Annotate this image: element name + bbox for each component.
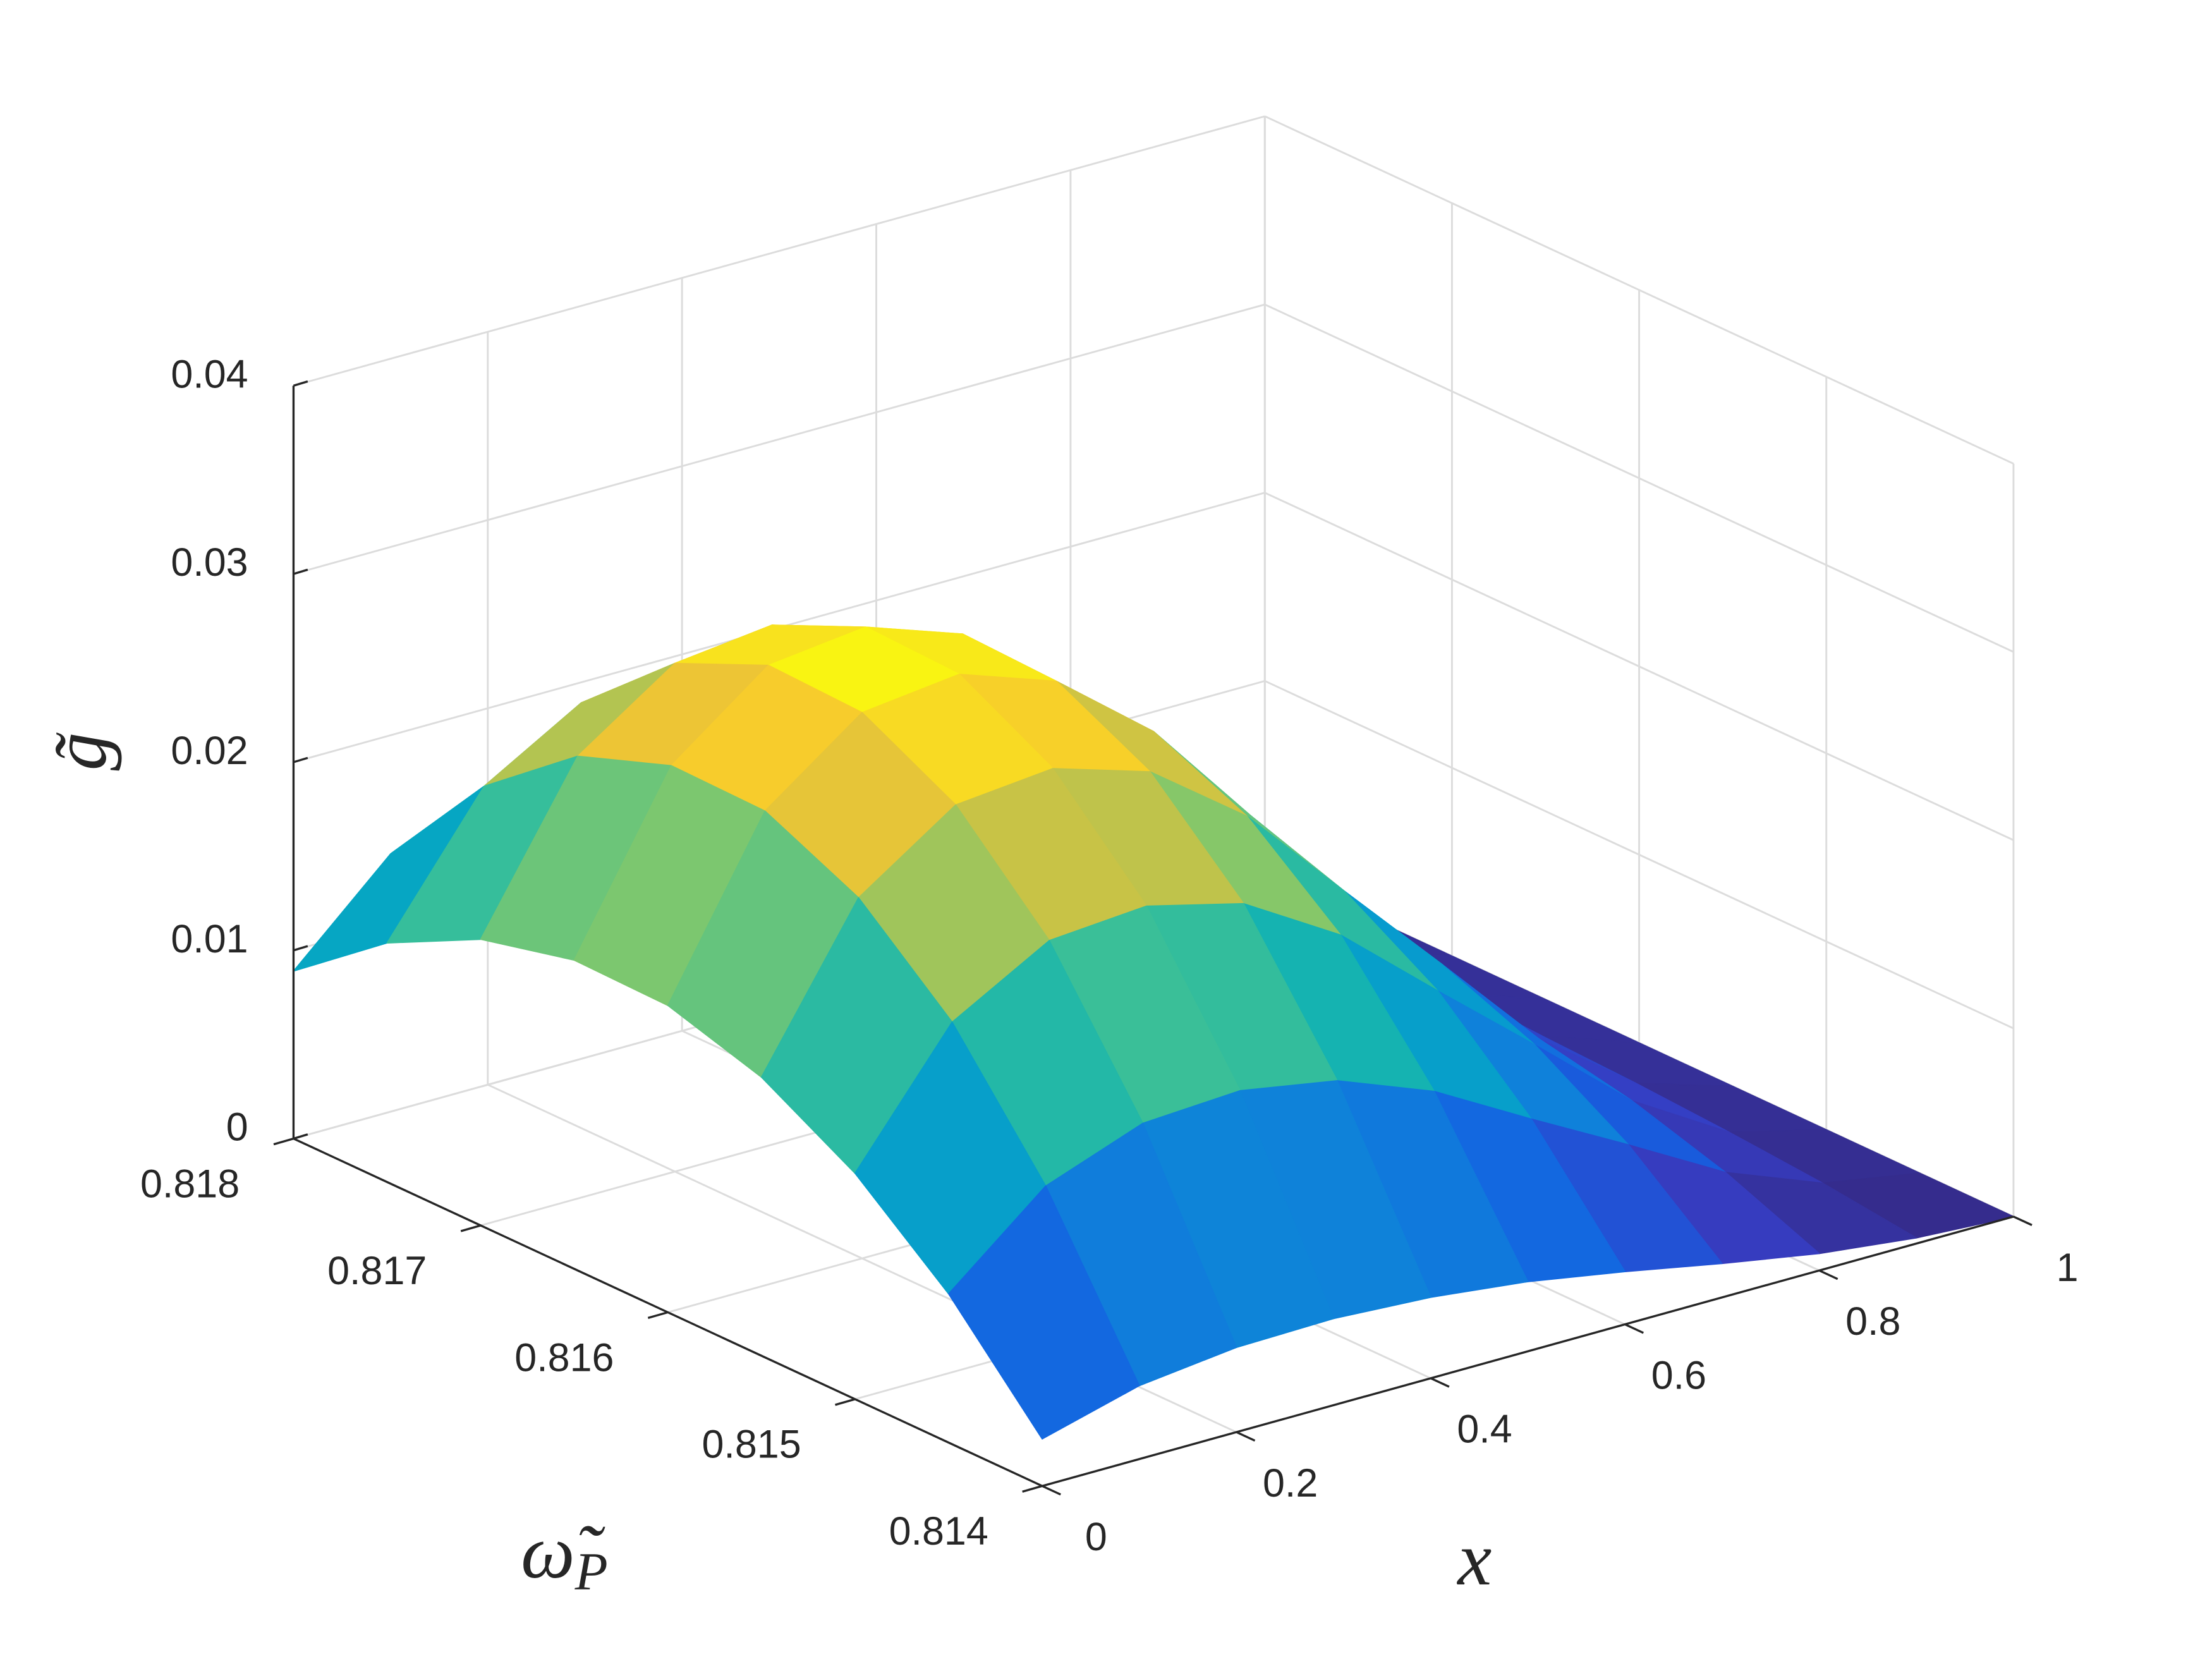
z-tick-label: 0.03 xyxy=(171,540,248,585)
grid-line xyxy=(293,115,1265,387)
z-tick-label: 0.01 xyxy=(171,917,248,961)
x-tick-label: 0.4 xyxy=(1457,1407,1512,1452)
grid-line xyxy=(1264,680,2014,1030)
grid-line xyxy=(293,303,1265,575)
x-axis-label: x xyxy=(1456,1517,1492,1601)
z-tick-label: 0 xyxy=(226,1105,248,1150)
tick-mark xyxy=(273,1137,294,1146)
tick-mark xyxy=(1624,1323,1644,1334)
tick-mark xyxy=(1818,1269,1838,1280)
x-axis xyxy=(1042,1215,2014,1487)
y-tick-label: 0.816 xyxy=(514,1335,614,1380)
tick-mark xyxy=(293,568,308,575)
tick-mark xyxy=(1430,1377,1450,1388)
tick-mark xyxy=(460,1224,482,1232)
grid-line xyxy=(1264,303,2014,653)
x-tick-label: 0.8 xyxy=(1845,1299,1900,1344)
x-tick-label: 1 xyxy=(2057,1246,2079,1290)
grid-line xyxy=(1264,115,2014,465)
tick-mark xyxy=(293,757,308,763)
tick-mark xyxy=(293,380,308,387)
y-axis-label-sub: P xyxy=(574,1541,608,1601)
tick-mark xyxy=(293,945,308,952)
z-axis-label: g̃ xyxy=(38,732,123,771)
tick-mark xyxy=(293,1133,308,1140)
grid-line xyxy=(1264,492,2014,841)
x-tick-label: 0.6 xyxy=(1651,1353,1706,1397)
x-tick-label: 0.2 xyxy=(1263,1461,1318,1505)
x-tick-label: 0 xyxy=(1085,1515,1107,1559)
y-tick-label: 0.815 xyxy=(702,1423,801,1467)
z-tick-label: 0.04 xyxy=(171,352,248,396)
y-tick-label: 0.814 xyxy=(889,1509,988,1553)
axes: 0 0.01 0.02 0.03 0.04 0.814 0.815 0.816 0.817 0.8… xyxy=(140,352,2079,1559)
tick-mark xyxy=(1042,1485,1061,1496)
tick-mark xyxy=(647,1311,669,1320)
z-tick-label: 0.02 xyxy=(171,729,248,773)
tick-mark xyxy=(2013,1215,2033,1226)
tick-mark xyxy=(835,1398,856,1406)
y-tick-label: 0.817 xyxy=(327,1249,427,1293)
surface xyxy=(293,624,2014,1440)
y-tick-label: 0.818 xyxy=(140,1162,240,1206)
tick-mark xyxy=(1022,1485,1043,1493)
tick-mark xyxy=(1236,1431,1256,1442)
surface-patch xyxy=(948,1185,1140,1440)
